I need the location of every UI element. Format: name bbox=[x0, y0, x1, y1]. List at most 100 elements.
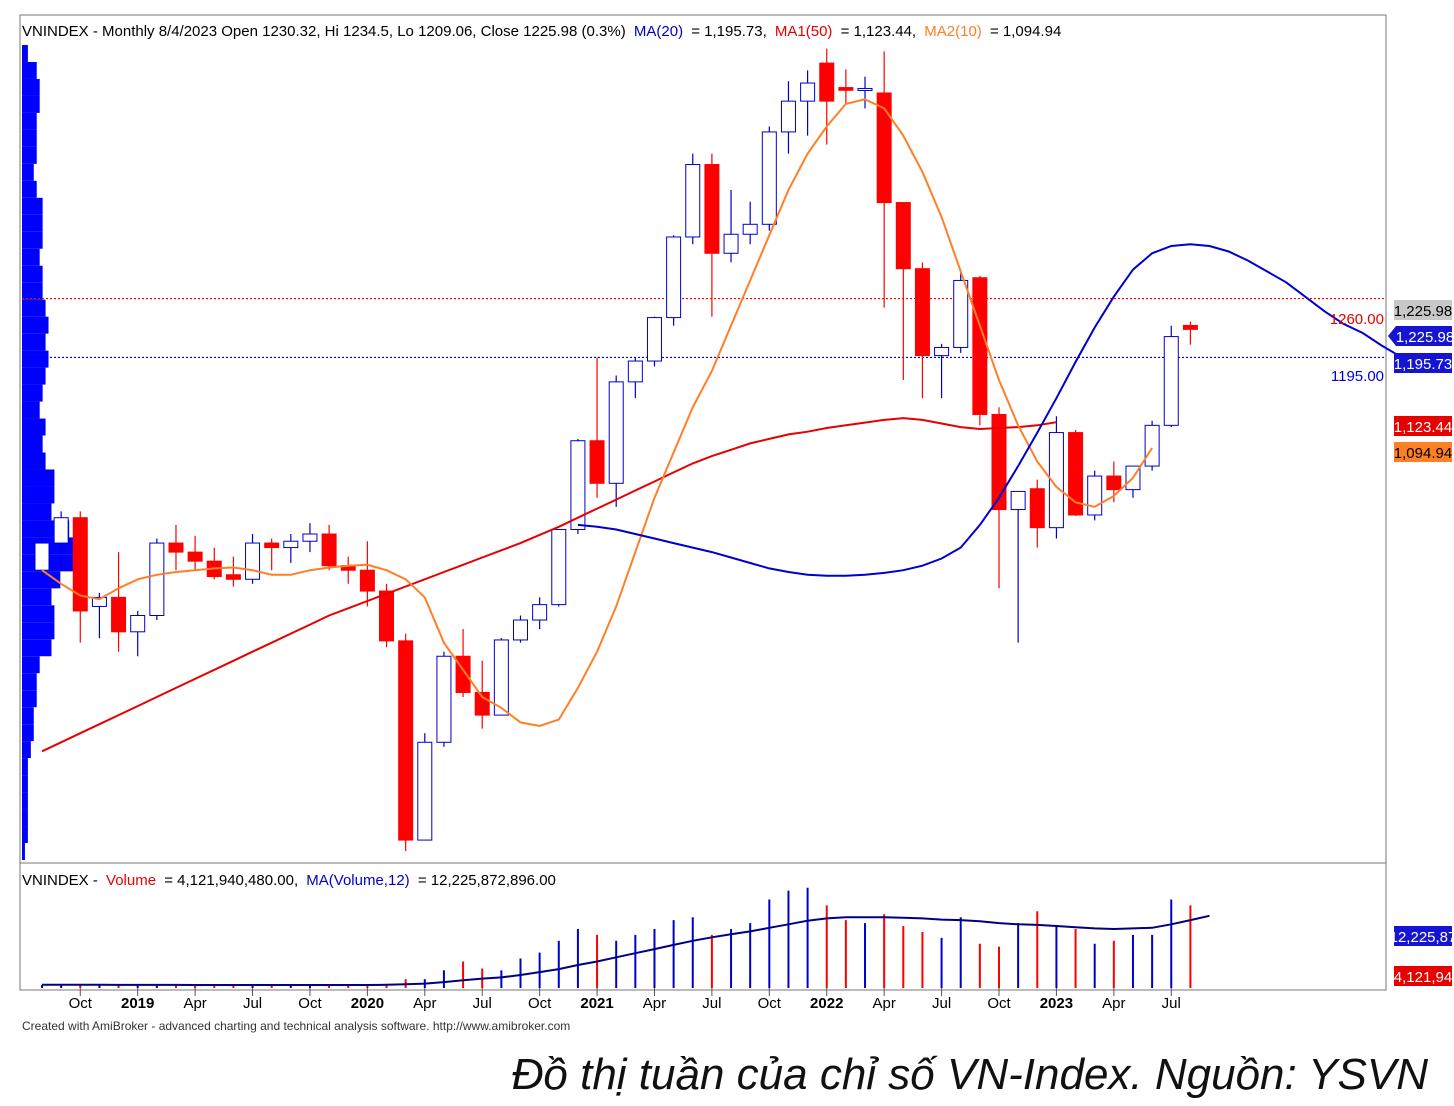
candle-body bbox=[991, 413, 1007, 511]
profile-bar bbox=[22, 605, 55, 623]
profile-bar bbox=[22, 214, 43, 232]
x-tick-label: 2021 bbox=[580, 995, 613, 1012]
x-tick-label: Jul bbox=[1162, 995, 1181, 1012]
caption: Đồ thị tuần của chỉ số VN-Index. Nguồn: … bbox=[511, 1050, 1428, 1099]
candle-body bbox=[91, 596, 107, 607]
candle-body bbox=[972, 277, 988, 415]
candle-body bbox=[780, 100, 796, 133]
tag-volume-ma-text: 12,225,87 bbox=[1390, 929, 1454, 946]
candle-body bbox=[646, 317, 662, 362]
x-tick-label: Apr bbox=[413, 995, 436, 1012]
candle-2021-04 bbox=[646, 316, 662, 367]
tag-close-grey bbox=[1394, 300, 1452, 320]
x-tick-label: Oct bbox=[987, 995, 1011, 1012]
candle-body bbox=[245, 542, 261, 580]
candle-body bbox=[704, 164, 720, 254]
candle-body bbox=[934, 346, 950, 357]
profile-bar bbox=[22, 197, 43, 215]
profile-bar bbox=[22, 486, 55, 504]
tag-volume bbox=[1394, 966, 1452, 986]
candle-2019-04 bbox=[187, 535, 203, 571]
profile-bar bbox=[22, 401, 40, 419]
x-axis: Oct 2019 Apr Jul Oct 2020 Apr Jul Oct 2021 Apr Jul O… bbox=[69, 988, 1181, 1012]
tag-ma50 bbox=[1394, 416, 1452, 436]
candle-body bbox=[72, 517, 88, 612]
x-tick-label: Oct bbox=[298, 995, 322, 1012]
candle-2022-11 bbox=[1010, 490, 1026, 643]
candle-2021-10 bbox=[761, 126, 777, 231]
candle-body bbox=[149, 542, 165, 616]
profile-bar bbox=[22, 843, 25, 860]
profile-bar bbox=[22, 418, 46, 436]
candle-body bbox=[800, 82, 816, 102]
ma20-line bbox=[577, 243, 1402, 577]
profile-bar bbox=[22, 180, 37, 198]
profile-bar bbox=[22, 503, 52, 521]
candle-body bbox=[895, 202, 911, 270]
candle-2022-03 bbox=[857, 76, 873, 109]
candle-2021-11 bbox=[780, 81, 796, 154]
candle-body bbox=[761, 131, 777, 225]
profile-bar bbox=[22, 656, 40, 674]
candle-body bbox=[130, 615, 146, 633]
candle-2019-05 bbox=[206, 547, 222, 580]
candle-2020-05 bbox=[436, 651, 452, 747]
tag-volume-ma bbox=[1394, 926, 1452, 946]
x-tick-label: Jul bbox=[702, 995, 721, 1012]
candle-body bbox=[321, 533, 337, 567]
candle-body bbox=[1048, 432, 1064, 529]
profile-bar bbox=[22, 350, 49, 368]
candle-2021-07 bbox=[704, 153, 720, 317]
profile-bar bbox=[22, 163, 34, 181]
profile-bar bbox=[22, 384, 43, 402]
x-tick-label: Jul bbox=[932, 995, 951, 1012]
profile-bar bbox=[22, 45, 28, 62]
candle-body bbox=[493, 639, 509, 716]
profile-bar bbox=[22, 775, 28, 793]
profile-bar bbox=[22, 333, 46, 351]
candle-2021-02 bbox=[608, 375, 624, 507]
candle-body bbox=[953, 279, 969, 348]
profile-bar bbox=[22, 231, 43, 249]
tag-ma10-text: 1,094.94 bbox=[1394, 445, 1452, 462]
profile-bar bbox=[22, 826, 28, 844]
candle-body bbox=[168, 542, 184, 553]
volume-profile bbox=[22, 45, 78, 860]
candle-2022-07 bbox=[934, 343, 950, 399]
candle-2018-12 bbox=[111, 552, 127, 652]
profile-bar bbox=[22, 588, 52, 606]
x-tick-label: Apr bbox=[872, 995, 895, 1012]
x-tick-label: 2022 bbox=[810, 995, 843, 1012]
x-tick-label: Oct bbox=[528, 995, 552, 1012]
profile-bar bbox=[22, 690, 37, 708]
candle-body bbox=[723, 233, 739, 254]
candle-body bbox=[838, 87, 854, 91]
candle-body bbox=[513, 619, 528, 641]
candle-2021-06 bbox=[685, 153, 701, 245]
profile-bar bbox=[22, 741, 31, 759]
x-tick-label: Apr bbox=[1102, 995, 1125, 1012]
profile-bar bbox=[22, 792, 28, 810]
candle-2019-02 bbox=[149, 538, 165, 621]
candle-body bbox=[1182, 324, 1198, 330]
candle-body bbox=[1106, 475, 1122, 491]
candle-body bbox=[570, 440, 586, 530]
x-tick-label: Jul bbox=[473, 995, 492, 1012]
candle-2021-05 bbox=[666, 235, 682, 326]
horizontal-lines bbox=[22, 297, 1385, 359]
profile-bar bbox=[22, 707, 34, 725]
tag-ma20-text: 1,195.73 bbox=[1394, 356, 1452, 373]
profile-bar bbox=[22, 639, 52, 657]
profile-bar bbox=[22, 146, 37, 164]
candle-body bbox=[111, 596, 127, 633]
profile-bar bbox=[22, 724, 34, 742]
candle-body bbox=[302, 533, 318, 542]
hline-1195-label: 1195.00 bbox=[1331, 368, 1384, 385]
candle-body bbox=[1144, 424, 1160, 467]
candle-body bbox=[398, 640, 414, 841]
price-panel-frame bbox=[19, 14, 1387, 864]
candle-body bbox=[532, 604, 548, 621]
candle-2020-08 bbox=[493, 638, 509, 716]
candle-2019-10 bbox=[302, 523, 318, 553]
